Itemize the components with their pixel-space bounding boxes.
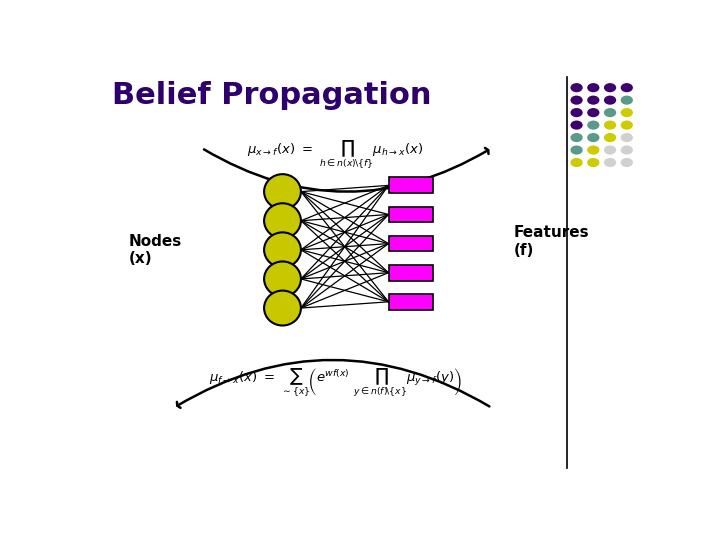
Circle shape <box>621 120 633 130</box>
Ellipse shape <box>264 203 301 238</box>
Text: $\mu_{f\rightarrow x}(x)\ =\ \sum_{\sim\{x\}}\!\left(e^{wf(x)}\ \prod_{y\in n(f): $\mu_{f\rightarrow x}(x)\ =\ \sum_{\sim\… <box>209 367 462 399</box>
Circle shape <box>570 145 582 154</box>
Text: Belief Propagation: Belief Propagation <box>112 82 432 111</box>
Circle shape <box>588 145 600 154</box>
FancyBboxPatch shape <box>389 178 433 193</box>
Ellipse shape <box>264 261 301 296</box>
Circle shape <box>621 108 633 117</box>
Ellipse shape <box>264 232 301 267</box>
Circle shape <box>604 96 616 105</box>
Ellipse shape <box>264 174 301 209</box>
Circle shape <box>604 158 616 167</box>
Circle shape <box>588 108 600 117</box>
Circle shape <box>588 158 600 167</box>
Circle shape <box>621 133 633 142</box>
Circle shape <box>570 108 582 117</box>
FancyBboxPatch shape <box>389 235 433 252</box>
Circle shape <box>604 145 616 154</box>
Circle shape <box>621 96 633 105</box>
FancyBboxPatch shape <box>389 265 433 281</box>
Circle shape <box>604 133 616 142</box>
Circle shape <box>621 145 633 154</box>
Circle shape <box>621 158 633 167</box>
Circle shape <box>588 133 600 142</box>
Circle shape <box>570 83 582 92</box>
Circle shape <box>588 120 600 130</box>
Text: Nodes
(x): Nodes (x) <box>129 234 182 266</box>
FancyBboxPatch shape <box>389 294 433 310</box>
Text: $\mu_{x\rightarrow f}(x)\ =\ \prod_{h\in n(x)\backslash\{f\}}\mu_{h\rightarrow x: $\mu_{x\rightarrow f}(x)\ =\ \prod_{h\in… <box>248 138 423 171</box>
Circle shape <box>621 83 633 92</box>
FancyBboxPatch shape <box>389 207 433 222</box>
Circle shape <box>588 83 600 92</box>
Circle shape <box>604 120 616 130</box>
Circle shape <box>570 158 582 167</box>
Circle shape <box>570 120 582 130</box>
Circle shape <box>570 96 582 105</box>
Circle shape <box>570 133 582 142</box>
Text: Features
(f): Features (f) <box>514 225 590 258</box>
Circle shape <box>604 83 616 92</box>
Ellipse shape <box>264 291 301 326</box>
Circle shape <box>588 96 600 105</box>
Circle shape <box>604 108 616 117</box>
